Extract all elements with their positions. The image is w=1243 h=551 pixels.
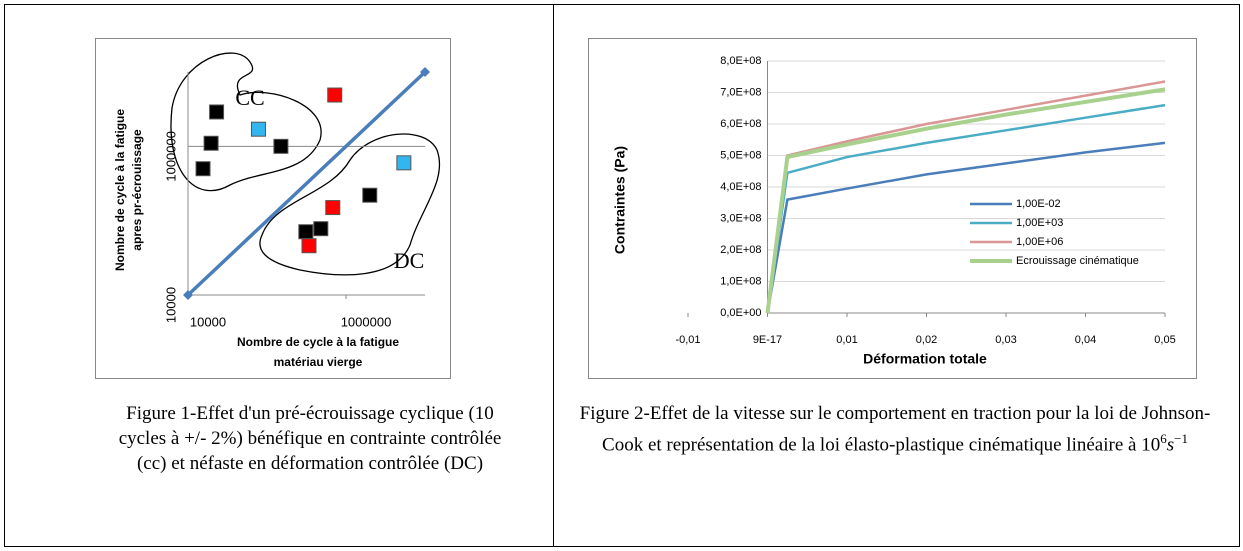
series-line [766,141,1166,314]
x-axis-title: Nombre de cycle à la fatigue [237,335,399,349]
x-axis-title: matériau vierge [274,355,363,369]
x-tick-label: 0,05 [1154,334,1175,346]
legend-label: Ecrouissage cinématique [1016,255,1139,267]
chart-frame [95,38,451,379]
y-tick-label: 5,0E+08 [720,149,761,161]
point [250,121,266,137]
annotation: DC [394,248,425,273]
caption-math: −1 [1174,431,1188,446]
annotation: CC [235,85,264,110]
caption-math: 10 [1141,434,1161,456]
y-tick-label: 2,0E+08 [720,244,761,256]
y-tick-label: 10000 [163,287,178,323]
caption-math: s [1166,434,1175,456]
y-axis-title: Contraintes (Pa) [612,146,628,254]
y-tick-label: 7,0E+08 [720,86,761,98]
x-tick-label: 1000000 [341,314,392,329]
point [273,138,289,154]
y-tick-label: 3,0E+08 [720,212,761,224]
point [396,155,412,171]
x-tick-label: -0,01 [675,334,700,346]
table-border [4,4,1240,547]
x-tick-label: 0,02 [916,334,937,346]
caption-math: 6 [1160,431,1167,446]
chart-frame [588,38,1197,379]
diagonal-line [186,70,427,297]
point [325,200,341,216]
x-tick-label: 0,01 [836,334,857,346]
caption: Figure 1-Effet d'un pré-écrouissage cycl… [118,403,502,474]
x-tick-label: 0,03 [995,334,1016,346]
x-axis-title: Déformation totale [863,351,987,367]
series-line [765,87,1166,314]
caption-text: Figure 2-Effet de la vitesse sur le comp… [579,403,1211,456]
cc-loop [170,52,322,192]
diamond-marker [420,67,430,77]
caption: Figure 2-Effet de la vitesse sur le comp… [570,401,1220,457]
legend-label: 1,00E+06 [1016,236,1063,248]
y-tick-label: 0,0E+00 [720,307,761,319]
legend-label: 1,00E-02 [1016,198,1061,210]
y-tick-label: 6,0E+08 [720,118,761,130]
x-tick-label: 0,04 [1075,334,1096,346]
diamond-marker [183,290,193,300]
legend-label: 1,00E+03 [1016,217,1063,229]
y-axis-title: Nombre de cycle à la fatigue [113,109,127,271]
y-axis-title: apres pr-écrouissage [130,129,144,251]
point [298,224,314,240]
point [195,161,211,177]
point [313,221,329,237]
point [203,135,219,151]
point [209,104,225,120]
y-tick-label: 1,0E+08 [720,275,761,287]
y-tick-label: 4,0E+08 [720,181,761,193]
point [327,87,343,103]
point [301,238,317,254]
dc-loop [259,133,441,276]
x-tick-label: 10000 [190,314,226,329]
point [362,187,378,203]
y-tick-label: 8,0E+08 [720,55,761,67]
x-tick-label: 9E-17 [753,334,782,346]
y-tick-label: 1000000 [163,131,178,182]
